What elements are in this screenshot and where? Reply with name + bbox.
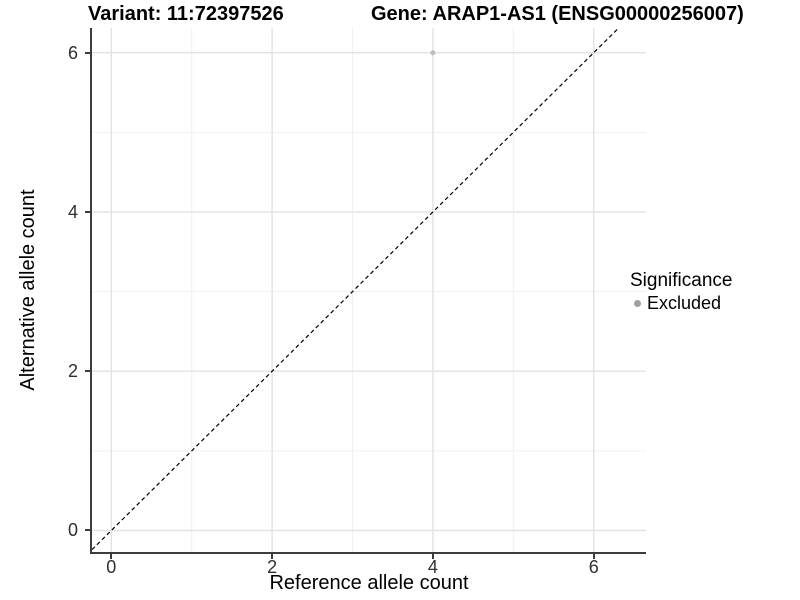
y-tick-label: 0 <box>67 520 78 541</box>
y-axis-title: Alternative allele count <box>17 189 39 391</box>
y-axis-line <box>90 28 92 554</box>
y-tick-mark <box>85 529 90 532</box>
legend-entry: Excluded <box>630 293 732 314</box>
legend-entries: Excluded <box>630 293 732 314</box>
x-tick-label: 2 <box>267 557 278 577</box>
x-tick-mark <box>431 554 434 559</box>
legend-entry-label: Excluded <box>647 293 722 313</box>
y-tick-mark <box>85 370 90 373</box>
legend-title: Significance <box>630 270 733 291</box>
x-tick-label: 6 <box>588 557 599 577</box>
variant-title: Variant: 11:72397526 <box>88 3 284 25</box>
data-point <box>430 50 436 56</box>
x-tick-mark <box>271 554 274 559</box>
x-axis-line <box>90 552 646 554</box>
identity-line <box>92 28 620 551</box>
y-tick-label: 4 <box>67 201 78 222</box>
x-axis-title: Reference allele count <box>269 572 469 594</box>
x-tick-label: 0 <box>106 557 117 577</box>
plot-panel <box>92 28 646 552</box>
y-tick-label: 2 <box>67 361 78 382</box>
gene-title: Gene: ARAP1-AS1 (ENSG00000256007) <box>371 3 744 25</box>
x-tick-mark <box>592 554 595 559</box>
x-tick-mark <box>110 554 113 559</box>
legend-point-icon <box>634 300 641 307</box>
y-tick-mark <box>85 51 90 54</box>
legend: Significance Excluded <box>630 270 732 314</box>
x-tick-label: 4 <box>427 557 438 577</box>
y-tick-label: 6 <box>67 42 78 63</box>
y-tick-mark <box>85 210 90 213</box>
plot-canvas <box>92 28 646 552</box>
